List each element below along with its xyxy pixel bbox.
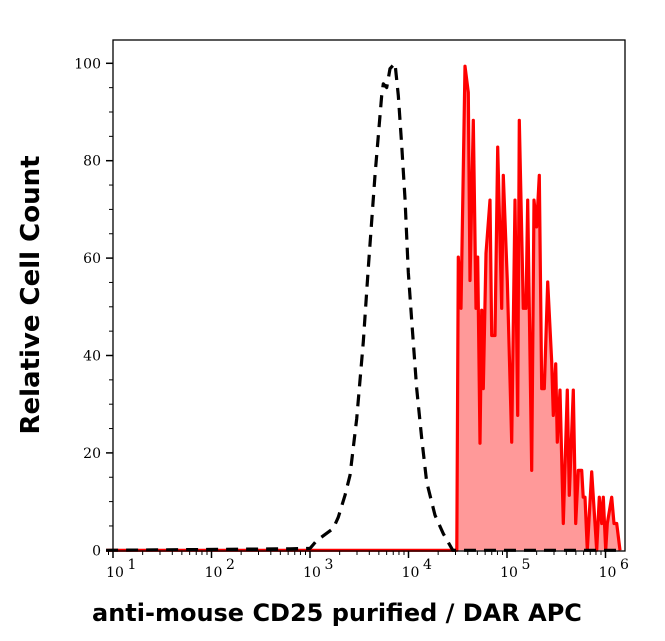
isotype-dashed-line — [106, 61, 621, 552]
x-axis-title: anti-mouse CD25 purified / DAR APC — [92, 599, 582, 627]
x-tick-label: 10 — [106, 565, 124, 581]
x-tick-exponent: 1 — [128, 557, 137, 573]
y-tick-label: 0 — [92, 543, 101, 559]
x-tick-exponent: 2 — [226, 557, 235, 573]
x-tick-label: 10 — [303, 565, 321, 581]
y-tick-label: 60 — [83, 251, 101, 267]
x-tick-label: 10 — [500, 565, 518, 581]
x-tick-exponent: 6 — [620, 557, 629, 573]
x-tick-exponent: 4 — [423, 557, 432, 573]
x-tick-label: 10 — [599, 565, 617, 581]
y-tick-label: 80 — [83, 154, 101, 170]
x-tick-label: 10 — [205, 565, 223, 581]
y-tick-label: 20 — [83, 446, 101, 462]
y-tick-label: 40 — [83, 349, 101, 365]
series-fill-1 — [106, 66, 621, 551]
cd25-histogram-line — [106, 64, 622, 552]
x-tick-exponent: 5 — [522, 557, 531, 573]
x-tick-label: 10 — [402, 565, 420, 581]
y-axis-title: Relative Cell Count — [16, 155, 46, 434]
x-tick-exponent: 3 — [325, 557, 334, 573]
series-layer — [106, 61, 622, 552]
y-tick-label: 100 — [74, 56, 101, 72]
y-axis: 0 20 40 60 80 100 — [74, 56, 113, 559]
x-axis: 10 1 10 2 10 3 10 4 10 5 10 6 — [106, 551, 629, 581]
